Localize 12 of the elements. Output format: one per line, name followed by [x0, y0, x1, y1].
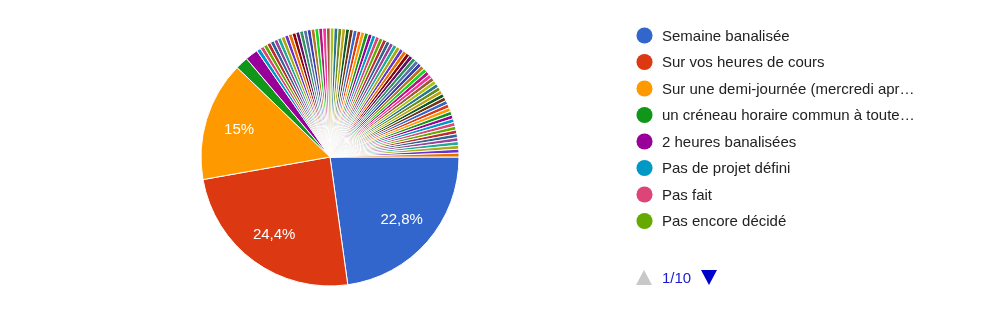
text: 1/10 [662, 269, 692, 286]
legend-label: Sur vos heures de cours [662, 53, 825, 70]
data-label: 22,8% [380, 210, 423, 228]
legend-label: Pas de projet défini [662, 159, 791, 176]
data-label: 24,4% [252, 224, 296, 242]
legend-label: 2 heures banalisées [662, 132, 797, 150]
legend-label: Pas fait [662, 185, 713, 203]
legend-label: Sur une demi-journée (mercredi apr… [662, 79, 915, 97]
legend-label: Semaine banalisée [662, 26, 790, 44]
legend-label: un créneau horaire commun à toute… [662, 106, 915, 123]
legend-label: Pas encore décidé [662, 212, 787, 229]
data-label: 15% [224, 120, 255, 138]
